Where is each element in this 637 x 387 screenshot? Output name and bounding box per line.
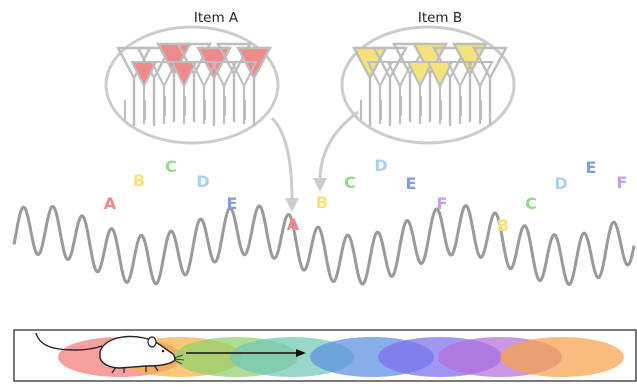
letter-e: E xyxy=(406,174,417,193)
letter-b: B xyxy=(133,171,145,190)
item-b-ellipse xyxy=(340,25,516,145)
item-a-arrow xyxy=(270,116,294,201)
letter-e: E xyxy=(586,158,597,177)
oscillation-wave xyxy=(12,204,636,286)
item-b-neurons xyxy=(352,42,508,126)
letter-c: C xyxy=(525,194,537,213)
neuron-cell xyxy=(426,61,454,124)
item-b-arrow xyxy=(318,110,359,181)
item-b-ensemble xyxy=(340,25,516,145)
letter-f: F xyxy=(437,194,448,213)
neuron-cell xyxy=(210,61,238,124)
item-a-ellipse xyxy=(104,25,280,145)
neuron-cell xyxy=(406,61,434,124)
letter-d: D xyxy=(554,174,567,193)
item-a-arrowhead xyxy=(285,198,299,212)
item-b-arrowhead xyxy=(313,178,327,192)
letter-f: F xyxy=(617,173,628,192)
place-field xyxy=(500,337,624,377)
letter-a: A xyxy=(104,194,117,213)
letter-e: E xyxy=(227,194,238,213)
neuron-cell xyxy=(466,61,494,124)
sequence-letters: A B C D E A B C D E F B C D E F xyxy=(104,156,628,235)
letter-b: B xyxy=(316,193,328,212)
connector-arrows xyxy=(270,110,359,212)
letter-d: D xyxy=(374,156,387,175)
letter-a: A xyxy=(287,215,300,234)
mouse-icon xyxy=(35,332,185,374)
neuron-cell xyxy=(386,61,414,124)
item-a-ensemble xyxy=(104,25,280,145)
neuron-cell xyxy=(150,61,178,124)
neuron-cell xyxy=(366,61,394,124)
neuron-cell xyxy=(170,61,198,124)
neuron-cell xyxy=(446,61,474,124)
letter-c: C xyxy=(344,173,356,192)
linear-track-panel xyxy=(13,329,637,382)
item-b-label: Item B xyxy=(418,10,462,26)
running-direction-arrow xyxy=(186,349,306,357)
letter-d: D xyxy=(196,172,209,191)
neuron-cell xyxy=(130,61,158,124)
letter-c: C xyxy=(165,157,177,176)
item-a-label: Item A xyxy=(194,10,239,26)
neuron-cell xyxy=(230,61,258,124)
letter-b: B xyxy=(497,216,509,235)
place-fields xyxy=(58,337,624,377)
item-a-neurons xyxy=(116,42,272,126)
neuron-cell xyxy=(190,61,218,124)
